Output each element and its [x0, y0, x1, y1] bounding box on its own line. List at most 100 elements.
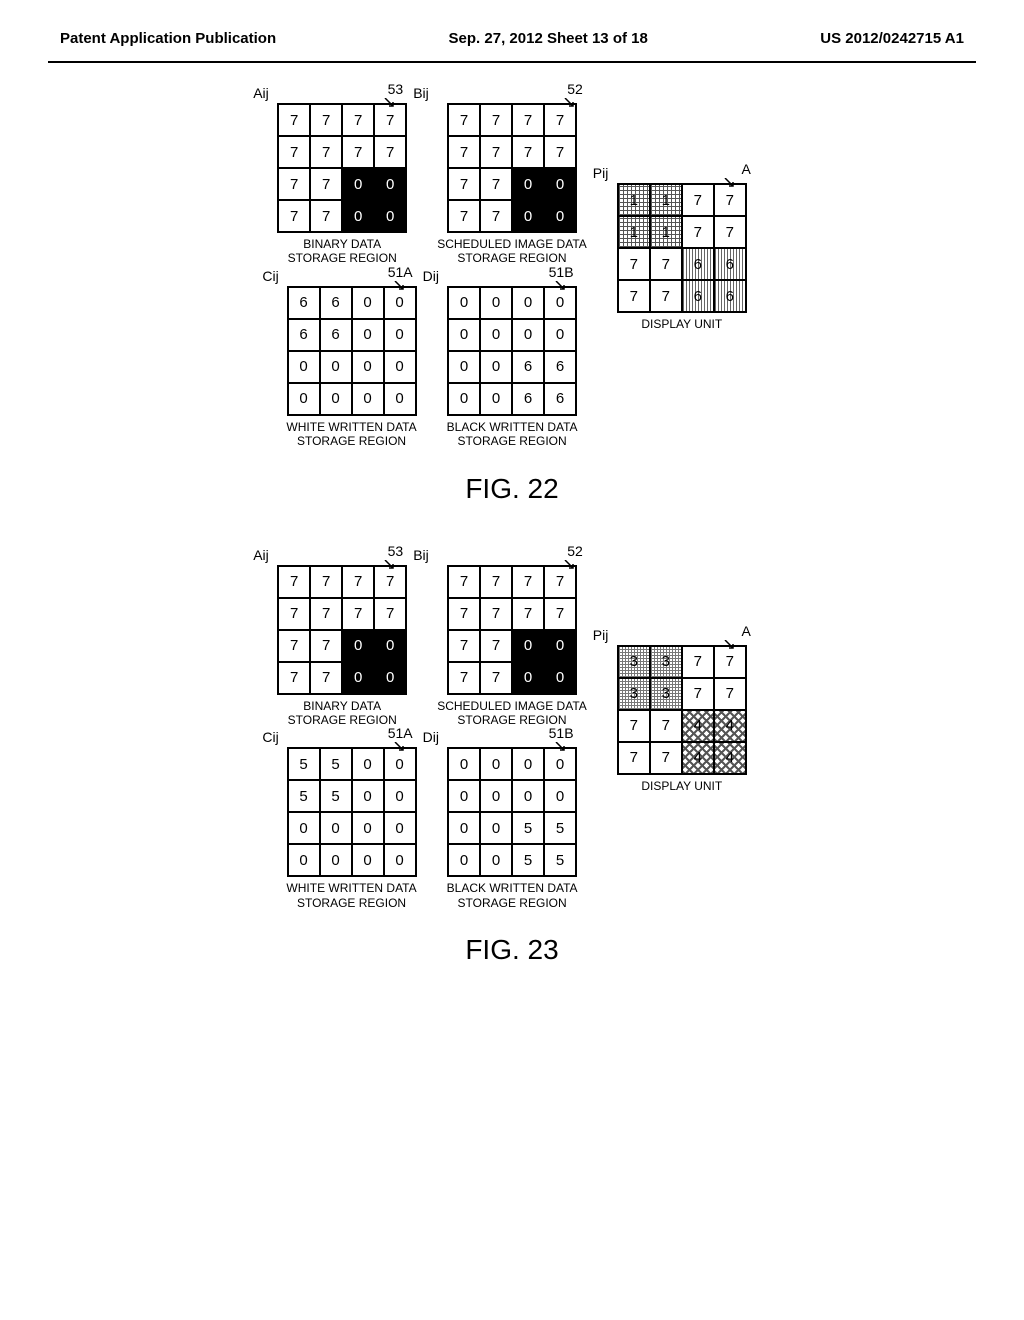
grid-cell: 7 [448, 104, 480, 136]
grid-cell: 0 [544, 780, 576, 812]
grid-cell: 7 [342, 566, 374, 598]
grid-cell: 0 [352, 748, 384, 780]
grid-cell: 0 [342, 200, 374, 232]
arrow-icon [554, 739, 570, 757]
caption-binary: BINARY DATASTORAGE REGION [288, 237, 397, 266]
grid-cell: 7 [618, 280, 650, 312]
grid-cell: 6 [682, 280, 714, 312]
caption-white: WHITE WRITTEN DATASTORAGE REGION [286, 881, 416, 910]
label-Cij: Cij [262, 729, 278, 745]
caption-scheduled: SCHEDULED IMAGE DATASTORAGE REGION [437, 237, 587, 266]
header-left: Patent Application Publication [60, 30, 276, 47]
grid-cell: 7 [480, 662, 512, 694]
grid-cell: 0 [384, 319, 416, 351]
figure-22: Aij 53 7777777777007700 BINARY DATASTORA… [60, 103, 964, 505]
grid-cell: 0 [480, 383, 512, 415]
grid-cell: 7 [278, 168, 310, 200]
grid-cell: 0 [480, 287, 512, 319]
grid-cell: 0 [544, 319, 576, 351]
grid-cell: 6 [320, 287, 352, 319]
grid-cell: 3 [618, 646, 650, 678]
grid-cell: 0 [374, 630, 406, 662]
page-content: Aij 53 7777777777007700 BINARY DATASTORA… [0, 63, 1024, 966]
ref-A: A [741, 161, 750, 177]
grid-cell: 7 [342, 598, 374, 630]
grid-cell: 0 [384, 812, 416, 844]
grid-Bij-23: Bij 52 7777777777007700 SCHEDULED IMAGE … [437, 565, 587, 728]
grid-cell: 0 [352, 287, 384, 319]
grid-cell: 7 [480, 168, 512, 200]
grid-cell: 7 [448, 200, 480, 232]
grid-cell: 0 [320, 383, 352, 415]
grid-cell: 3 [650, 646, 682, 678]
grid-cell: 0 [288, 351, 320, 383]
grid-cell: 7 [650, 248, 682, 280]
grid-cell: 5 [320, 780, 352, 812]
arrow-icon [393, 278, 409, 296]
grid-cell: 0 [512, 287, 544, 319]
grid-cell: 7 [682, 216, 714, 248]
grid-cell: 0 [352, 319, 384, 351]
grid-cell: 7 [512, 104, 544, 136]
grid-cell: 1 [618, 216, 650, 248]
grid-cell: 3 [618, 678, 650, 710]
label-Cij: Cij [262, 268, 278, 284]
grid-cell: 6 [512, 351, 544, 383]
arrow-icon [554, 278, 570, 296]
caption-binary: BINARY DATASTORAGE REGION [288, 699, 397, 728]
grid-cell: 7 [310, 136, 342, 168]
arrow-icon [383, 95, 399, 113]
grid-cell: 1 [618, 184, 650, 216]
grid-cell: 6 [544, 383, 576, 415]
grid-cell: 7 [310, 200, 342, 232]
grid-cell: 7 [480, 200, 512, 232]
grid-cell: 7 [310, 662, 342, 694]
grid-cell: 0 [342, 662, 374, 694]
grid-cell: 0 [352, 780, 384, 812]
grid-cell: 0 [384, 383, 416, 415]
grid-cell: 7 [342, 136, 374, 168]
grid-cell: 7 [448, 630, 480, 662]
grid-Pij-22: Pij A 1177117777667766 DISPLAY UNIT [617, 183, 747, 331]
grid-cell: 0 [384, 351, 416, 383]
grid-cell: 7 [448, 662, 480, 694]
grid-cell: 7 [374, 598, 406, 630]
grid-cell: 0 [512, 168, 544, 200]
grid-cell: 5 [544, 812, 576, 844]
grid-cell: 0 [352, 351, 384, 383]
grid-cell: 5 [288, 748, 320, 780]
ref-A: A [741, 623, 750, 639]
grid-cell: 7 [512, 566, 544, 598]
header-center: Sep. 27, 2012 Sheet 13 of 18 [449, 30, 648, 47]
arrow-icon [723, 637, 739, 655]
grid-cell: 7 [714, 678, 746, 710]
arrow-icon [393, 739, 409, 757]
grid-Dij-23: Dij 51B 0000000000550055 BLACK WRITTEN D… [447, 747, 578, 910]
grid-cell: 0 [544, 168, 576, 200]
grid-Cij-22: Cij 51A 6600660000000000 WHITE WRITTEN D… [286, 286, 416, 449]
grid-cell: 0 [544, 630, 576, 662]
label-Dij: Dij [423, 729, 439, 745]
grid-cell: 7 [278, 630, 310, 662]
grid-cell: 1 [650, 216, 682, 248]
grid-cell: 0 [480, 319, 512, 351]
grid-cell: 0 [448, 383, 480, 415]
grid-cell: 7 [278, 136, 310, 168]
grid-cell: 7 [310, 104, 342, 136]
grid-cell: 7 [682, 184, 714, 216]
grid-cell: 0 [512, 748, 544, 780]
label-Dij: Dij [423, 268, 439, 284]
grid-cell: 7 [310, 630, 342, 662]
arrow-icon [563, 95, 579, 113]
grid-cell: 5 [320, 748, 352, 780]
grid-cell: 7 [278, 104, 310, 136]
grid-cell: 0 [448, 351, 480, 383]
grid-cell: 7 [682, 678, 714, 710]
grid-Dij-22: Dij 51B 0000000000660066 BLACK WRITTEN D… [447, 286, 578, 449]
grid-cell: 7 [714, 216, 746, 248]
grid-cell: 0 [512, 319, 544, 351]
grid-cell: 0 [384, 844, 416, 876]
grid-cell: 7 [544, 136, 576, 168]
grid-cell: 6 [512, 383, 544, 415]
grid-cell: 7 [618, 742, 650, 774]
